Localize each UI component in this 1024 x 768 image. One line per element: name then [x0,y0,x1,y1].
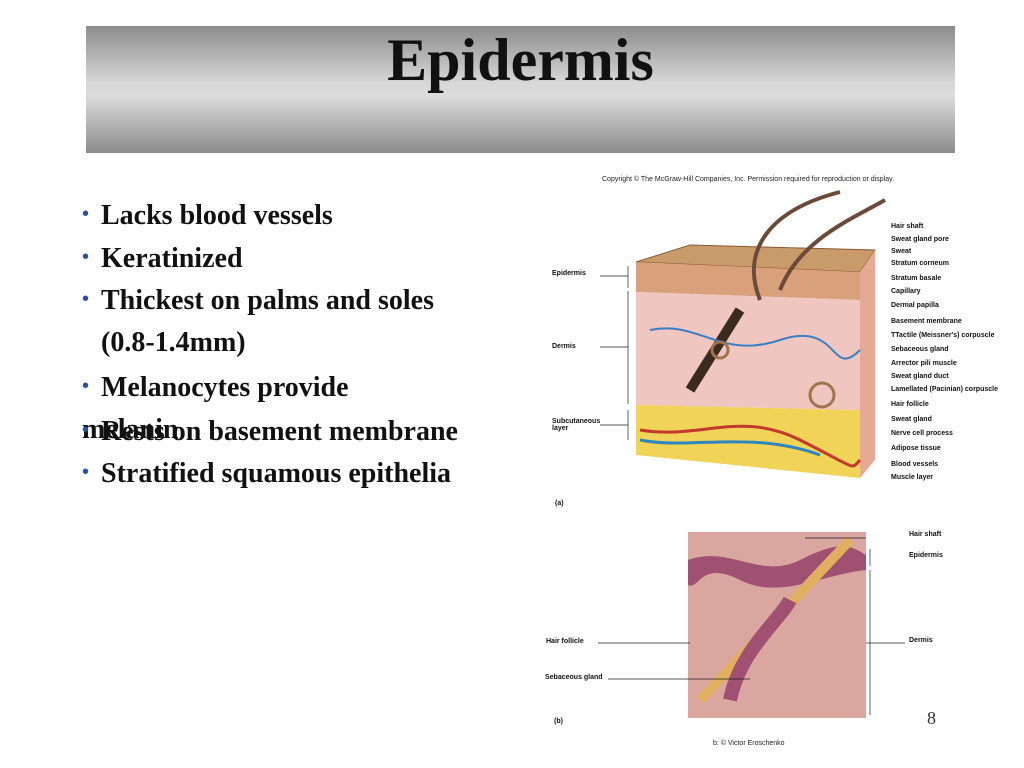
figure-label: Lamellated (Pacinian) corpuscle [891,386,998,393]
bullet-text: Lacks blood vessels [101,200,333,231]
bullet-text: Keratinized [101,243,243,274]
figure-label: Subcutaneous layer [552,418,601,432]
figure-label: Sebaceous gland [545,674,603,681]
title-band [86,26,955,153]
bullet-text: Thickest on palms and soles (0.8-1.4mm) [101,285,434,358]
figure-label: Stratum basale [891,275,942,282]
figure-label: TTactile (Meissner's) corpuscle [891,332,995,339]
figure-label: Epidermis [909,552,943,559]
figure-label: Dermal papilla [891,302,939,309]
copyright: Copyright © The McGraw-Hill Companies, I… [602,176,895,183]
bullet-dot: • [82,461,90,483]
bullet-dot: • [82,419,90,441]
bullet-dot: • [82,203,90,225]
panel-label: (a) [555,500,564,507]
figure-label: Sweat gland [891,416,932,423]
figure-label: Hair shaft [891,223,924,230]
figure-label: Capillary [891,288,921,295]
page-number: 8 [927,708,936,728]
figure-label: Arrector pili muscle [891,360,957,367]
slide-title: Epidermis [387,27,654,93]
figure-label: Basement membrane [891,318,962,325]
bullet-dot: • [82,246,90,268]
figure-label: Blood vessels [891,461,939,468]
figure-label: Stratum corneum [891,260,949,267]
bullet-dot: • [82,288,90,310]
figure-label: Adipose tissue [891,445,941,452]
figure-label: Nerve cell process [891,430,953,437]
figure-label: Sweat gland pore [891,236,949,243]
figure-label: Muscle layer [891,474,934,481]
figure-label: Dermis [552,343,576,350]
bullet-text: Rests on basement membrane [101,416,458,447]
figure-label: Dermis [909,637,933,644]
figure-label: Sweat gland duct [891,373,949,380]
figure-label: Hair shaft [909,531,942,538]
credit: b: © Victor Eroschenko [713,740,785,747]
bullet-text: Stratified squamous epithelia [101,458,452,489]
figure-label: Hair follicle [546,638,584,645]
figure-label: Sweat [891,248,912,255]
figure-label: Sebaceous gland [891,346,949,353]
figure-label: Epidermis [552,270,586,277]
bullet-text: Melanocytes provide melanin [82,372,349,445]
bullet-dot: • [82,375,90,397]
panel-label: (b) [554,718,563,725]
figure-label: Hair follicle [891,401,929,408]
